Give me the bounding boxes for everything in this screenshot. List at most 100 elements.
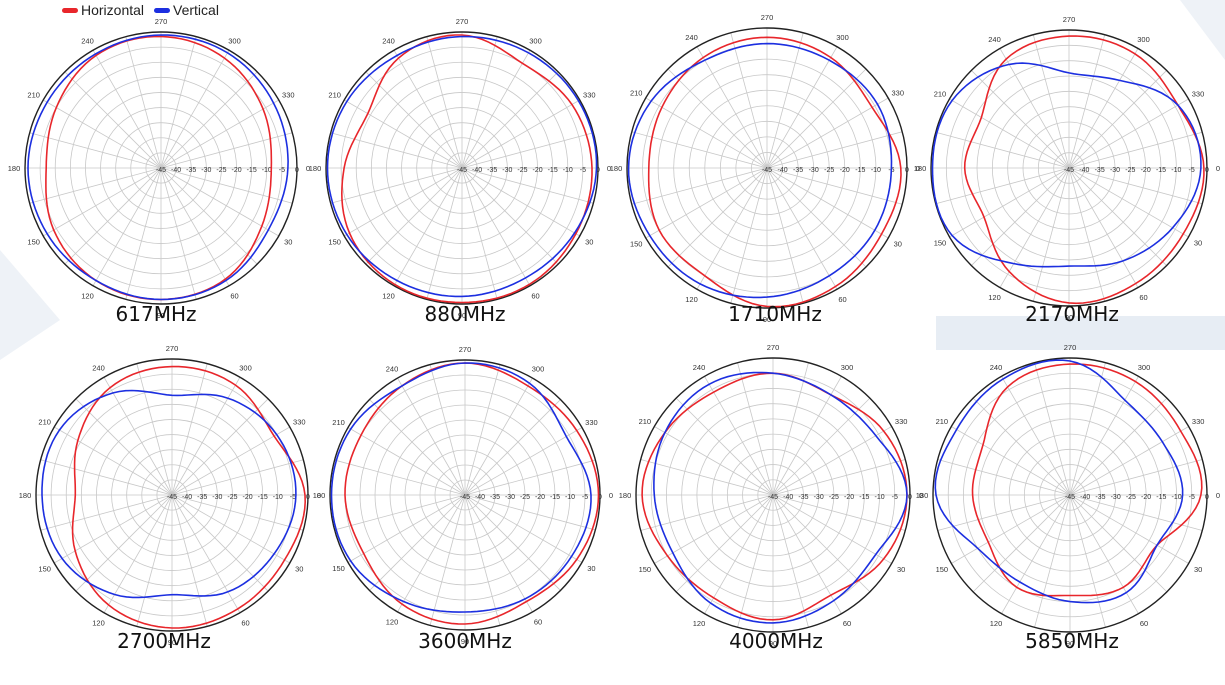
- grid-spoke: [772, 426, 892, 496]
- radial-tick-label: -40: [472, 167, 482, 174]
- grid-spoke: [935, 131, 1070, 169]
- angle-tick-label: 150: [630, 240, 643, 249]
- angle-tick-label: 240: [685, 33, 698, 42]
- polar-chart-panel: -45 -40 -35 -30 -25 -20 -15 -10 -5 0 270 300 330 0 30 6…: [614, 336, 932, 654]
- grid-spoke: [951, 426, 1071, 496]
- grid-spoke: [654, 426, 774, 496]
- radial-tick-label: -5: [892, 494, 898, 501]
- grid-spoke: [103, 494, 173, 613]
- series-line-vertical: [931, 62, 1202, 268]
- grid-spoke: [330, 132, 463, 169]
- radial-tick-label: 0: [905, 167, 909, 174]
- angle-tick-label: 300: [1138, 363, 1151, 372]
- grid-spoke: [1068, 167, 1106, 302]
- angle-tick-label: 150: [38, 565, 51, 574]
- radial-tick-label: -40: [1079, 167, 1089, 174]
- grid-spoke: [1069, 494, 1189, 564]
- angle-tick-label: 210: [936, 417, 949, 426]
- angle-tick-label: 150: [328, 238, 341, 247]
- grid-spoke: [464, 427, 583, 496]
- grid-spoke: [772, 397, 871, 496]
- grid-spoke: [347, 427, 466, 496]
- angle-tick-label: 90: [1066, 639, 1074, 648]
- radial-tick-label: -10: [563, 167, 573, 174]
- grid-spoke: [464, 459, 596, 496]
- grid-spoke: [1068, 167, 1203, 205]
- radial-tick-label: 0: [596, 167, 600, 174]
- angle-tick-label: 330: [583, 91, 596, 100]
- radial-tick-label: -40: [475, 494, 485, 501]
- radial-tick-label: -45: [460, 494, 470, 501]
- grid-spoke: [772, 494, 809, 628]
- grid-spoke: [675, 494, 774, 593]
- radial-tick-label: -40: [182, 494, 192, 501]
- grid-spoke: [54, 426, 173, 496]
- angle-tick-label: 30: [587, 564, 595, 573]
- grid-spoke: [772, 459, 906, 496]
- legend-label-horizontal: Horizontal: [81, 2, 145, 18]
- grid-spoke: [937, 459, 1071, 496]
- angle-tick-label: 180: [610, 164, 623, 173]
- radial-tick-label: -30: [201, 167, 211, 174]
- legend-item-horizontal: Horizontal: [62, 2, 144, 18]
- radial-tick-label: -15: [550, 494, 560, 501]
- grid-spoke: [772, 494, 842, 614]
- angle-tick-label: 60: [843, 619, 851, 628]
- series-line-vertical: [41, 389, 297, 599]
- grid-spoke: [171, 459, 304, 496]
- grid-spoke: [645, 167, 768, 239]
- angle-tick-label: 270: [767, 343, 780, 352]
- frequency-label: 5850MHz: [1025, 629, 1119, 653]
- radial-tick-label: -20: [532, 167, 542, 174]
- angle-tick-label: 180: [19, 491, 32, 500]
- grid-spoke: [92, 167, 162, 286]
- grid-spoke: [730, 167, 768, 304]
- angle-tick-label: 210: [332, 418, 345, 427]
- radial-tick-label: -20: [535, 494, 545, 501]
- radial-tick-label: -25: [1125, 167, 1135, 174]
- grid-spoke: [737, 494, 774, 628]
- series-line-vertical: [653, 371, 908, 624]
- legend: Horizontal Vertical: [62, 1, 229, 19]
- polar-chart-panel: -45 -40 -35 -30 -25 -20 -15 -10 -5 0 270 300 330 0 30 6…: [909, 8, 1225, 328]
- angle-tick-label: 330: [1192, 90, 1205, 99]
- frequency-label: 617MHz: [115, 302, 197, 326]
- radial-tick-label: -15: [247, 167, 257, 174]
- grid-spoke: [43, 167, 162, 237]
- radial-tick-label: -25: [829, 494, 839, 501]
- angle-tick-label: 60: [241, 618, 249, 627]
- angle-tick-label: 210: [934, 90, 947, 99]
- grid-spoke: [426, 167, 463, 300]
- radial-tick-label: -35: [487, 167, 497, 174]
- legend-swatch-vertical: [154, 7, 171, 13]
- angle-tick-label: 210: [38, 418, 51, 427]
- grid-spoke: [125, 36, 162, 169]
- grid-spoke: [461, 167, 559, 265]
- frequency-label: 2170MHz: [1025, 302, 1119, 326]
- angle-tick-label: 180: [916, 491, 929, 500]
- angle-tick-label: 120: [81, 291, 94, 300]
- angle-tick-label: 150: [332, 564, 345, 573]
- grid-spoke: [1069, 426, 1189, 496]
- polar-frame: [24, 31, 298, 305]
- angle-tick-label: 270: [459, 345, 472, 354]
- radial-tick-label: -10: [262, 167, 272, 174]
- grid-spoke: [766, 167, 903, 205]
- grid-spoke: [461, 167, 580, 237]
- radial-tick-label: -10: [273, 494, 283, 501]
- radial-tick-label: -5: [290, 494, 296, 501]
- angle-tick-label: 150: [934, 239, 947, 248]
- grid-spoke: [640, 459, 774, 496]
- grid-spoke: [772, 494, 871, 593]
- grid-spoke: [766, 46, 838, 169]
- frequency-label: 3600MHz: [418, 629, 512, 653]
- grid-spoke: [464, 377, 533, 496]
- grid-spoke: [766, 97, 889, 169]
- grid-spoke: [64, 71, 162, 169]
- angle-tick-label: 150: [936, 565, 949, 574]
- grid-spoke: [999, 167, 1070, 288]
- polar-chart-panel: -45 -40 -35 -30 -25 -20 -15 -10 -5 0 270 300 330 0 30 6…: [911, 336, 1225, 654]
- angle-tick-label: 0: [607, 164, 611, 173]
- polar-frame: [930, 29, 1208, 307]
- grid-spoke: [772, 494, 906, 531]
